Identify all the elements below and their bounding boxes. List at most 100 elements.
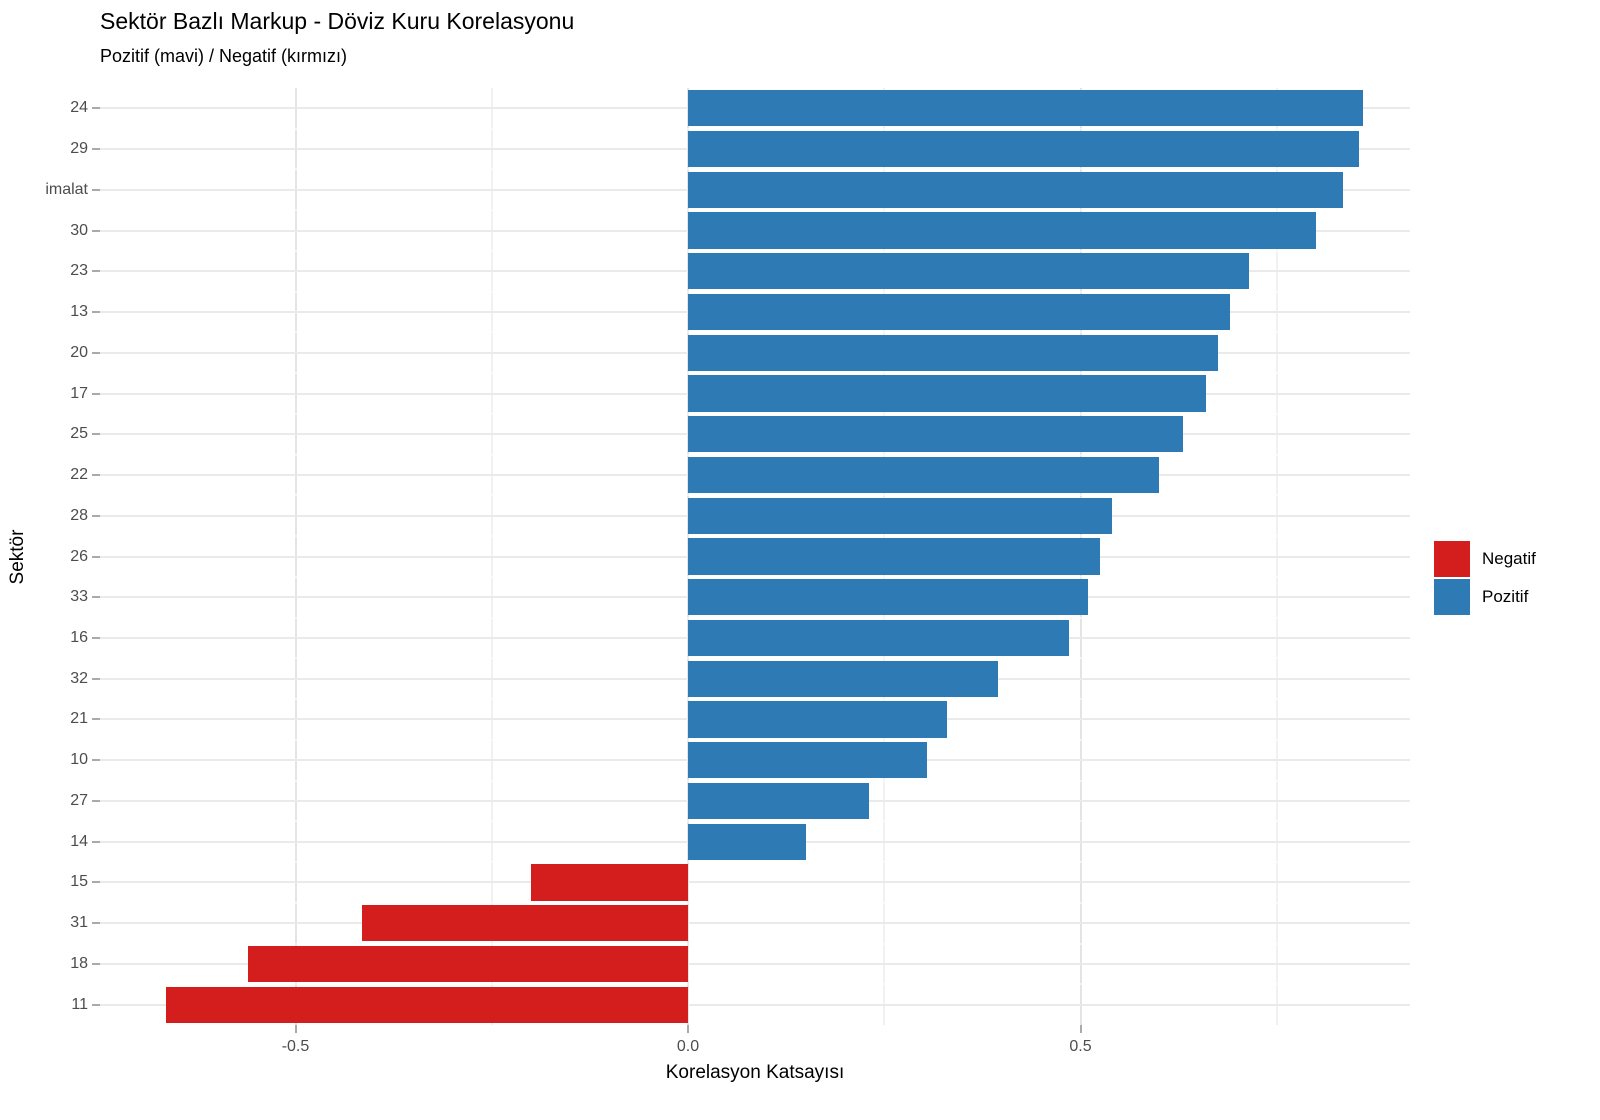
legend-label-negatif: Negatif: [1482, 549, 1536, 568]
y-tick-mark: [92, 514, 100, 517]
chart-subtitle: Pozitif (mavi) / Negatif (kırmızı): [100, 46, 348, 66]
y-tick-label: 16: [70, 628, 88, 646]
chart-title: Sektör Bazlı Markup - Döviz Kuru Korelas…: [100, 8, 575, 34]
y-tick-mark: [92, 229, 100, 232]
row-separator: [100, 290, 1410, 293]
plot-panel: [100, 88, 1410, 1025]
y-tick-label: 17: [70, 384, 88, 402]
gridline-major-y: [100, 881, 1410, 884]
y-tick-label: 29: [70, 140, 88, 158]
y-tick-label: 20: [70, 343, 88, 361]
row-separator: [100, 942, 1410, 945]
y-tick-label: 22: [70, 466, 88, 484]
y-tick-mark: [92, 718, 100, 721]
y-tick-mark: [92, 107, 100, 110]
bar-13: [688, 293, 1230, 331]
y-tick-label: 15: [70, 873, 88, 891]
y-tick-label: 28: [70, 506, 88, 524]
gridline-major-y: [100, 1003, 1410, 1006]
row-separator: [100, 820, 1410, 823]
legend-entry-pozitif: Pozitif: [1434, 578, 1536, 616]
legend: Negatif Pozitif: [1434, 540, 1536, 616]
row-separator: [100, 412, 1410, 415]
y-tick-mark: [92, 881, 100, 884]
y-tick-mark: [92, 962, 100, 965]
bar-27: [688, 782, 869, 820]
row-separator: [100, 535, 1410, 538]
y-tick-mark: [92, 799, 100, 802]
y-tick-label: 31: [70, 914, 88, 932]
x-tick-mark: [687, 1025, 689, 1033]
y-tick-mark: [92, 1003, 100, 1006]
y-tick-mark: [92, 677, 100, 680]
row-separator: [100, 209, 1410, 212]
bar-10: [688, 742, 928, 779]
legend-swatch-pozitif: [1434, 579, 1470, 615]
y-tick-label: 13: [70, 303, 88, 321]
row-separator: [100, 168, 1410, 171]
bar-11: [165, 986, 688, 1023]
row-separator: [100, 698, 1410, 701]
y-tick-label: 33: [70, 588, 88, 606]
y-tick-mark: [92, 433, 100, 436]
x-tick-mark: [294, 1025, 297, 1033]
row-separator: [100, 657, 1410, 660]
row-separator: [100, 779, 1410, 782]
y-tick-mark: [92, 596, 100, 599]
y-tick-mark: [92, 555, 100, 558]
bar-23: [688, 253, 1250, 290]
bar-33: [688, 579, 1089, 616]
y-tick-label: 10: [70, 751, 88, 769]
y-tick-label: 14: [70, 832, 88, 850]
bar-32: [688, 660, 999, 697]
y-tick-label: 11: [71, 995, 88, 1013]
y-tick-mark: [92, 270, 100, 273]
y-axis-title: Sektör: [7, 529, 28, 585]
bar-16: [688, 619, 1069, 657]
bar-31: [362, 905, 688, 942]
bar-20: [688, 334, 1218, 371]
y-tick-label: 24: [70, 99, 88, 117]
row-separator: [100, 575, 1410, 578]
y-tick-mark: [92, 392, 100, 395]
row-separator: [100, 738, 1410, 741]
legend-label-pozitif: Pozitif: [1482, 587, 1529, 606]
y-tick-mark: [92, 148, 100, 151]
row-separator: [100, 331, 1410, 334]
x-tick-label: -0.5: [281, 1038, 310, 1055]
x-tick-label: 0.0: [676, 1038, 700, 1055]
bar-24: [688, 90, 1364, 127]
y-tick-label: 32: [70, 669, 88, 687]
y-tick-label: 30: [70, 221, 88, 239]
row-separator: [100, 901, 1410, 904]
y-tick-mark: [92, 474, 100, 477]
y-tick-mark: [92, 311, 100, 314]
row-separator: [100, 861, 1410, 864]
y-tick-label: 27: [70, 791, 88, 809]
row-separator: [100, 249, 1410, 252]
row-separator: [100, 983, 1410, 986]
row-separator: [100, 453, 1410, 456]
bar-21: [688, 701, 948, 738]
legend-entry-negatif: Negatif: [1434, 540, 1536, 578]
bar-25: [688, 416, 1183, 453]
x-axis-title: Korelasyon Katsayısı: [665, 1062, 845, 1083]
x-tick-label: 0.5: [1069, 1038, 1092, 1055]
bar-29: [688, 130, 1360, 168]
y-tick-mark: [92, 636, 100, 639]
y-tick-mark: [92, 188, 100, 191]
y-tick-mark: [92, 351, 100, 354]
gridline-major-y: [100, 962, 1410, 965]
y-tick-label: 26: [70, 547, 88, 565]
y-tick-mark: [92, 840, 100, 843]
row-separator: [100, 127, 1410, 130]
bar-18: [248, 945, 688, 982]
y-tick-mark: [92, 759, 100, 762]
bar-imalat: [688, 171, 1344, 208]
y-tick-label: 23: [70, 262, 88, 280]
bar-22: [688, 456, 1159, 494]
bar-17: [688, 375, 1207, 412]
bar-28: [688, 497, 1112, 534]
legend-swatch-negatif: [1434, 541, 1470, 577]
